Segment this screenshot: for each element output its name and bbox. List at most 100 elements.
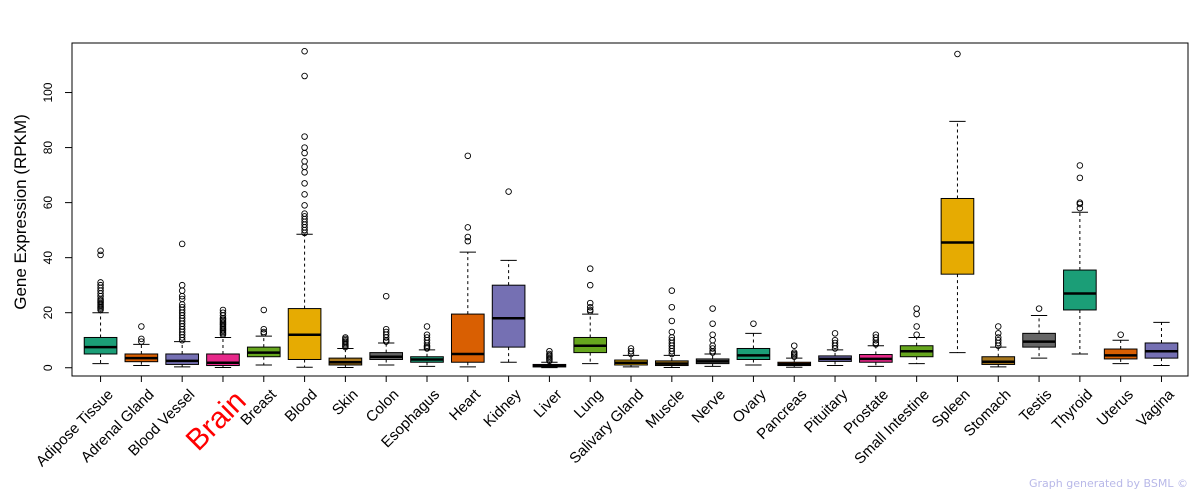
- boxes: [83, 48, 1179, 369]
- box-colon: [369, 292, 404, 366]
- plot-frame: [71, 42, 1189, 377]
- box-skin: [328, 334, 363, 368]
- outlier-point: [1076, 174, 1084, 182]
- box-blood-vessel: [165, 240, 199, 368]
- outlier-point: [301, 149, 308, 157]
- outlier-point: [586, 303, 594, 311]
- outlier-point: [260, 325, 268, 333]
- x-label-vagina: Vagina: [1133, 386, 1178, 431]
- y-tick-label: 20: [41, 306, 55, 320]
- box-body: [1103, 348, 1138, 360]
- box-stomach: [981, 323, 1016, 368]
- outlier-point: [301, 169, 308, 176]
- outlier-point: [995, 336, 1002, 344]
- outlier-point: [382, 328, 390, 336]
- box-lung: [573, 265, 608, 365]
- x-label-liver: Liver: [531, 386, 566, 421]
- outlier-point: [1076, 199, 1084, 206]
- outlier-point: [709, 336, 716, 344]
- axes: 0 20 40 60 80 100: [41, 42, 1189, 382]
- outlier-point: [138, 335, 145, 343]
- outlier-point: [382, 292, 390, 300]
- y-axis-label: Gene Expression (RPKM): [11, 114, 30, 310]
- outlier-point: [301, 133, 308, 140]
- outlier-point: [831, 336, 839, 344]
- outlier-point: [831, 330, 839, 337]
- x-label-skin: Skin: [329, 386, 362, 419]
- outlier-point: [301, 180, 308, 187]
- outlier-point: [464, 233, 472, 241]
- x-label-thyroid: Thyroid: [1049, 386, 1096, 433]
- y-tick-label: 0: [41, 364, 55, 371]
- outlier-point: [1076, 162, 1084, 169]
- outlier-point: [301, 72, 308, 80]
- outlier-point: [668, 336, 676, 344]
- outlier-point: [790, 349, 798, 356]
- x-label-uterus: Uterus: [1094, 386, 1137, 429]
- outlier-point: [423, 331, 431, 338]
- outlier-point: [668, 328, 676, 336]
- x-label-heart: Heart: [446, 386, 485, 425]
- box-testis: [1022, 305, 1056, 359]
- outlier-point: [709, 320, 716, 327]
- outlier-point: [668, 317, 676, 325]
- credit-text: Graph generated by BSML ©: [1029, 477, 1188, 490]
- outlier-point: [464, 237, 472, 245]
- outlier-point: [995, 330, 1002, 337]
- outlier-point: [301, 202, 308, 209]
- x-label-blood: Blood: [282, 386, 321, 425]
- box-body: [1022, 332, 1056, 348]
- outlier-point: [260, 306, 268, 314]
- outlier-point: [178, 287, 186, 294]
- box-body: [491, 284, 526, 348]
- y-tick-label: 100: [41, 82, 55, 102]
- box-kidney: [491, 188, 526, 363]
- outlier-point: [627, 347, 635, 355]
- outlier-point: [709, 345, 716, 352]
- outlier-point: [423, 334, 431, 341]
- box-brain: [206, 306, 240, 368]
- box-pituitary: [818, 330, 852, 367]
- outlier-point: [138, 323, 145, 330]
- outlier-point: [178, 303, 186, 311]
- x-label-kidney: Kidney: [480, 386, 525, 431]
- box-body: [940, 197, 975, 275]
- outlier-point: [709, 331, 716, 338]
- outlier-point: [586, 281, 594, 289]
- outlier-point: [464, 152, 472, 160]
- box-breast: [246, 306, 281, 366]
- outlier-point: [301, 191, 308, 198]
- outlier-point: [709, 305, 716, 312]
- outlier-point: [138, 338, 145, 345]
- outlier-point: [178, 240, 186, 248]
- outlier-point: [913, 310, 920, 318]
- outlier-point: [913, 331, 920, 338]
- box-small-intestine: [899, 305, 934, 365]
- outlier-point: [505, 188, 512, 195]
- y-tick-label: 60: [41, 196, 55, 210]
- box-body: [736, 347, 771, 360]
- outlier-point: [382, 325, 390, 333]
- x-label-salivary-gland: Salivary Gland: [566, 386, 647, 467]
- outlier-point: [178, 295, 186, 303]
- box-muscle: [655, 287, 689, 368]
- box-body: [83, 336, 118, 355]
- outlier-point: [750, 320, 757, 327]
- box-spleen: [940, 50, 975, 354]
- x-label-muscle: Muscle: [642, 386, 688, 432]
- box-body: [206, 353, 240, 367]
- outlier-point: [546, 347, 553, 355]
- outlier-point: [178, 281, 186, 289]
- outlier-point: [301, 210, 308, 217]
- outlier-point: [668, 287, 676, 294]
- box-pancreas: [777, 342, 812, 368]
- box-prostate: [859, 331, 893, 367]
- box-body: [1063, 269, 1097, 311]
- y-tick-label: 40: [41, 251, 55, 265]
- outlier-point: [260, 328, 268, 336]
- outlier-point: [872, 331, 880, 338]
- outlier-point: [586, 299, 594, 307]
- outlier-point: [97, 251, 104, 259]
- outlier-point: [1035, 305, 1043, 312]
